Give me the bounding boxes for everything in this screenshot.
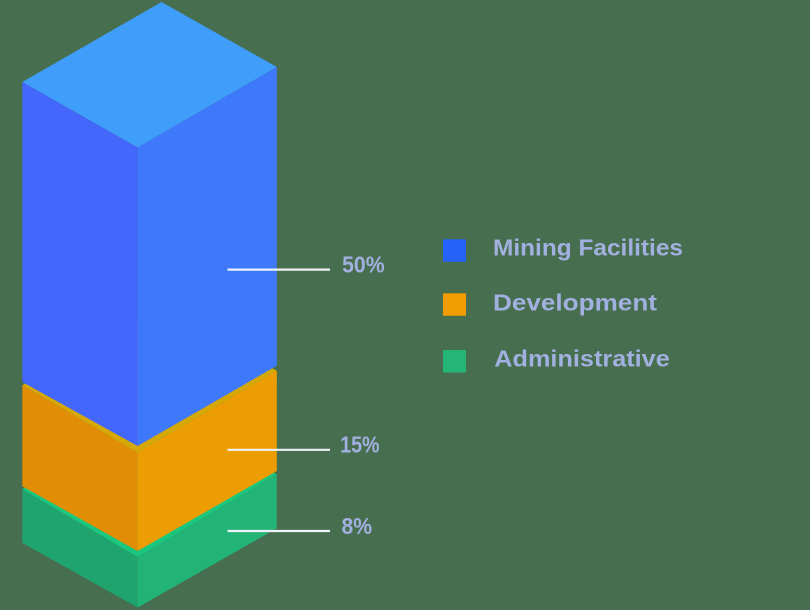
svg-text:8%: 8% bbox=[342, 513, 373, 539]
svg-text:50%: 50% bbox=[342, 252, 385, 278]
svg-text:Development: Development bbox=[493, 290, 657, 316]
svg-text:15%: 15% bbox=[340, 432, 380, 458]
svg-text:Administrative: Administrative bbox=[494, 346, 670, 372]
svg-text:Mining Facilities: Mining Facilities bbox=[493, 235, 683, 261]
